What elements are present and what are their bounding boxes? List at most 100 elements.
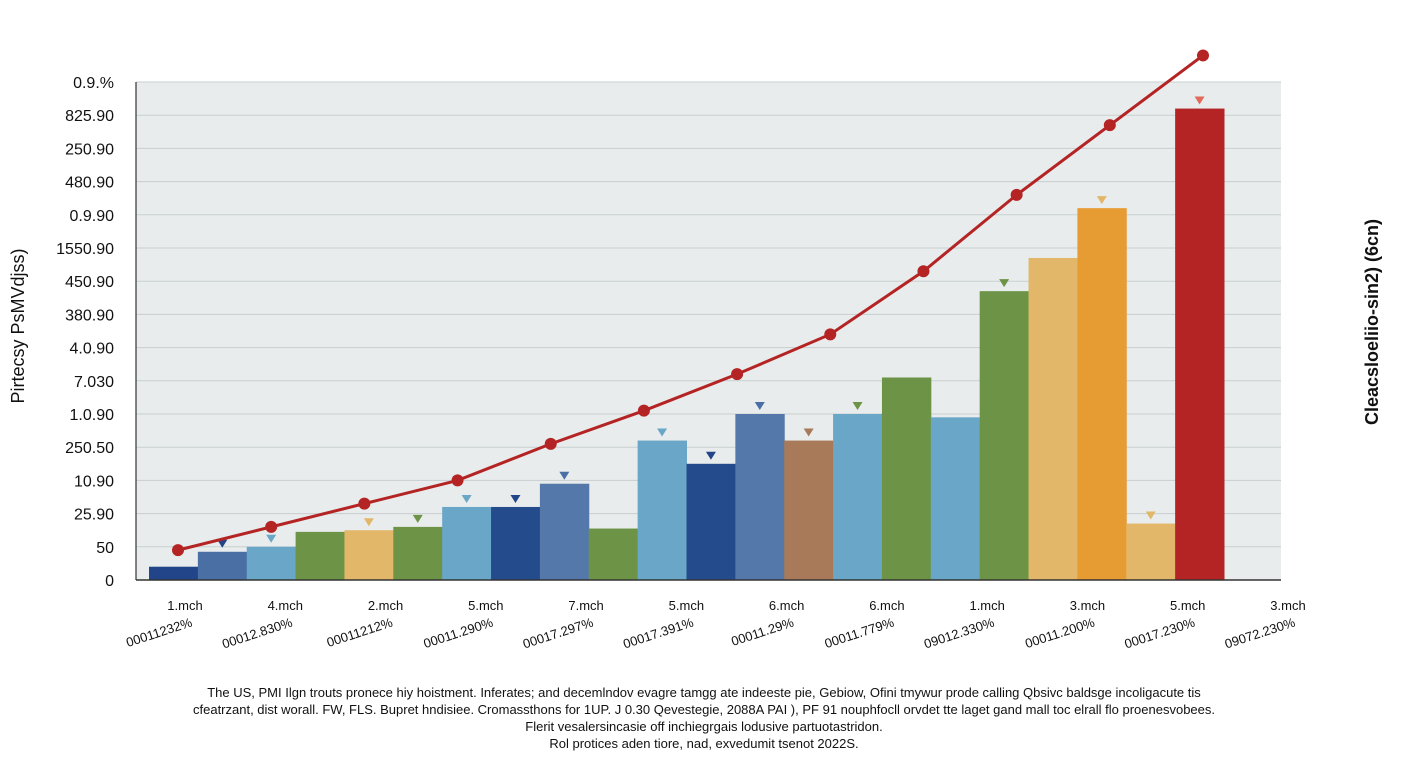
line-point (1103, 119, 1116, 132)
bar-marker (217, 539, 228, 548)
bar (442, 506, 492, 580)
x-tick-sublabel: 09072.230% (1223, 614, 1297, 651)
y-tick-label: 825.90 (65, 108, 114, 125)
x-tick-sublabel: 00011.200% (1023, 614, 1097, 651)
y-tick-label: 7.030 (74, 374, 114, 391)
line-point (917, 265, 930, 278)
x-tick-label: 3.mch (1070, 598, 1105, 613)
bar (393, 526, 443, 580)
caption-line-3: Flerit vesalersincasie off inchiegrgais … (525, 719, 883, 734)
x-tick-label: 5.mch (468, 598, 503, 613)
bar-marker (1145, 511, 1156, 520)
bar-marker (1194, 96, 1205, 105)
bar-markers (217, 96, 1205, 548)
x-tick-sublabel: 00011212% (325, 614, 395, 650)
x-tick-label: 1.mch (969, 598, 1004, 613)
y-axis-title: Pirtecsy PsMVdjss) (8, 248, 28, 403)
y-tick-label: 250.50 (65, 440, 114, 457)
line-point (731, 368, 744, 381)
bar (197, 551, 248, 580)
x-tick-label: 2.mch (368, 598, 403, 613)
y-axis-ticks: 0 50 25.90 10.90 250.50 1.0.90 7.030 4.0.90 380.… (56, 75, 114, 590)
x-tick-label: 5.mch (669, 598, 704, 613)
bar-marker (412, 514, 423, 523)
y-tick-label: 25.90 (74, 507, 114, 524)
bar-marker (852, 402, 863, 410)
y-tick-label: 0.9.% (73, 75, 114, 92)
bar (1077, 208, 1127, 580)
line-point (544, 437, 557, 450)
y-tick-label: 0 (105, 573, 114, 590)
x-tick-sublabel: 00017.297% (521, 614, 595, 651)
line-point (358, 497, 371, 510)
bar-marker (363, 518, 374, 527)
bar (491, 506, 541, 580)
x-tick-label: 6.mch (869, 598, 904, 613)
y-tick-label: 10.90 (74, 473, 114, 490)
line-point (637, 404, 650, 417)
line-point (172, 544, 184, 557)
line-point (1197, 49, 1209, 62)
bar-marker (754, 402, 765, 410)
bar (344, 530, 394, 580)
bar (881, 377, 932, 580)
x-tick-label: 4.mch (268, 598, 303, 613)
bar-marker (803, 428, 814, 437)
y-tick-label: 0.9.90 (70, 208, 115, 225)
bar (784, 440, 834, 580)
y-tick-label: 450.90 (65, 274, 114, 291)
bar (246, 546, 297, 580)
bar-marker (510, 494, 521, 503)
caption-line-1: The US, PMI Ilgn trouts pronece hiy hois… (207, 685, 1201, 700)
bar (979, 291, 1030, 580)
bar-marker (266, 534, 277, 543)
trend-line-path (177, 54, 1204, 552)
x-axis-ticks: 1.mch 4.mch 2.mch 5.mch 7.mch 5.mch 6.mch 6.mch… (124, 598, 1305, 651)
x-tick-label: 7.mch (568, 598, 603, 613)
caption-line-2: cfeatrzant, dist worall. FW, FLS. Bupret… (193, 702, 1215, 717)
bar (735, 414, 785, 580)
x-tick-sublabel: 00011232% (124, 614, 194, 650)
x-tick-sublabel: 00012.830% (220, 614, 294, 651)
y-axis-title-right: Cleacsloeliio-sin2) (6cn) (1362, 219, 1382, 425)
bar (295, 531, 345, 580)
line-point (451, 474, 464, 487)
bar-marker (657, 428, 668, 437)
bar-marker (705, 451, 716, 460)
line-point (1010, 188, 1023, 201)
bar (1126, 523, 1176, 580)
bar (1175, 108, 1225, 580)
x-tick-label: 6.mch (769, 598, 804, 613)
bar (539, 483, 590, 580)
bar-marker (1096, 196, 1107, 205)
bar (149, 566, 199, 580)
bar (1028, 257, 1078, 580)
bar-marker (461, 494, 472, 503)
y-tick-label: 480.90 (65, 175, 114, 192)
bar (588, 528, 639, 580)
y-tick-label: 1550.90 (56, 241, 114, 258)
x-tick-label: 5.mch (1170, 598, 1205, 613)
bar (686, 463, 736, 580)
bar (930, 417, 981, 580)
caption-line-4: Rol protices aden tiore, nad, exvedumit … (549, 736, 859, 751)
bar-marker (559, 471, 570, 480)
line-point (265, 520, 278, 533)
y-tick-label: 380.90 (65, 307, 114, 324)
bar-marker (999, 279, 1010, 288)
x-tick-label: 3.mch (1270, 598, 1305, 613)
y-tick-label: 50 (96, 540, 114, 557)
y-tick-label: 4.0.90 (70, 341, 115, 358)
x-tick-sublabel: 00017.391% (621, 614, 695, 651)
x-tick-sublabel: 09012.330% (922, 614, 996, 651)
bars (149, 108, 1225, 580)
x-tick-sublabel: 00011.290% (422, 614, 496, 651)
x-tick-label: 1.mch (167, 598, 202, 613)
y-tick-label: 1.0.90 (70, 407, 115, 424)
x-tick-sublabel: 00017.230% (1123, 614, 1197, 651)
trend-line (172, 49, 1209, 557)
bar (833, 414, 883, 580)
y-tick-label: 250.90 (65, 141, 114, 158)
x-tick-sublabel: 00011.29% (729, 614, 796, 648)
